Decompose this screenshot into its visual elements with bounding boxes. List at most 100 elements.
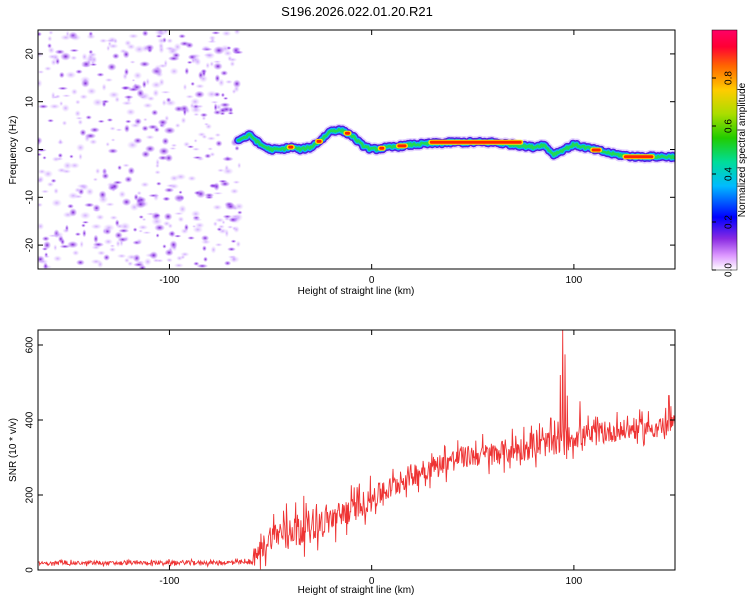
noise-blob (155, 181, 162, 186)
noise-blob (137, 224, 149, 231)
noise-blob (187, 175, 197, 182)
noise-blob (40, 189, 50, 194)
noise-blob (169, 146, 177, 151)
noise-blob (214, 217, 225, 223)
noise-blob (71, 249, 80, 256)
noise-blob (133, 193, 139, 201)
noise-blob (164, 153, 174, 163)
noise-blob (67, 191, 79, 200)
y-tick-label: 20 (25, 48, 36, 60)
noise-blob (50, 95, 61, 99)
noise-blob (61, 169, 72, 174)
y-tick-label: 10 (25, 96, 36, 108)
noise-blob (89, 63, 98, 67)
noise-blob (155, 258, 164, 263)
spectrogram-ylabel: Frequency (Hz) (8, 116, 19, 185)
noise-blob (157, 30, 164, 33)
noise-blob (210, 245, 217, 254)
snr-xlabel: Height of straight line (km) (298, 585, 415, 596)
noise-blob (193, 112, 200, 117)
noise-blob (38, 104, 49, 109)
noise-blob (204, 192, 215, 198)
noise-blob (178, 190, 183, 195)
noise-blob (175, 173, 187, 181)
noise-blob (42, 169, 54, 178)
noise-blob (211, 31, 221, 35)
noise-blob (96, 250, 106, 256)
noise-blob (78, 153, 83, 161)
y-tick-label: -20 (25, 237, 36, 252)
noise-blob (101, 167, 108, 176)
noise-blob (107, 43, 119, 49)
noise-blob (84, 202, 95, 208)
noise-blob (108, 91, 120, 99)
noise-blob (67, 203, 74, 209)
noise-blob (61, 120, 68, 126)
noise-blob (229, 60, 236, 67)
noise-blob (154, 224, 166, 232)
colorbar-tick-label: 0.2 (724, 215, 735, 229)
noise-blob (232, 180, 241, 185)
noise-blob (60, 52, 72, 61)
noise-blob (75, 69, 83, 75)
colorbar-tick-label: 0.0 (724, 263, 735, 277)
noise-blob (69, 48, 80, 53)
noise-blob (80, 60, 92, 68)
noise-blob (192, 225, 204, 234)
noise-blob (109, 244, 116, 248)
noise-blob (133, 71, 143, 80)
noise-blob (113, 38, 118, 44)
hot-band-core (623, 155, 654, 159)
noise-blob (194, 90, 205, 99)
noise-blob (79, 94, 89, 100)
noise-blob (50, 178, 57, 183)
noise-blob (108, 246, 117, 253)
noise-blob (47, 35, 53, 42)
noise-blob (135, 199, 147, 209)
noise-blob (89, 126, 100, 133)
noise-blob (233, 30, 241, 35)
heatmap-image (38, 30, 675, 269)
noise-blob (77, 119, 84, 126)
noise-blob (101, 83, 107, 92)
noise-blob (142, 117, 148, 122)
noise-blob (75, 99, 81, 105)
noise-blob (196, 157, 205, 161)
y-tick-label: 400 (25, 411, 36, 428)
noise-blob (170, 143, 178, 148)
noise-blob (41, 247, 49, 251)
noise-blob (81, 223, 86, 228)
noise-blob (122, 72, 128, 81)
noise-blob (193, 138, 198, 143)
noise-blob (173, 263, 184, 268)
noise-blob (70, 34, 82, 42)
noise-blob (161, 137, 170, 146)
noise-blob (200, 234, 210, 242)
noise-blob (208, 183, 219, 189)
noise-blob (213, 45, 225, 55)
noise-blob (126, 140, 139, 150)
noise-blob (227, 247, 236, 252)
noise-blob (60, 34, 72, 41)
noise-blob (101, 100, 107, 108)
noise-blob (157, 37, 166, 44)
noise-blob (70, 55, 78, 61)
noise-blob (75, 259, 85, 266)
noise-blob (220, 92, 225, 98)
noise-blob (212, 60, 222, 64)
noise-blob (233, 225, 240, 234)
noise-blob (53, 244, 58, 252)
noise-blob (135, 238, 143, 245)
noise-blob (42, 156, 47, 160)
noise-blob (109, 126, 116, 131)
noise-blob (165, 183, 176, 188)
noise-blob (41, 236, 50, 242)
noise-blob (98, 38, 108, 44)
noise-blob (116, 253, 127, 259)
noise-blob (168, 230, 176, 237)
noise-blob (74, 187, 82, 194)
noise-blob (48, 30, 54, 35)
noise-blob (86, 87, 97, 96)
noise-blob (123, 257, 130, 264)
